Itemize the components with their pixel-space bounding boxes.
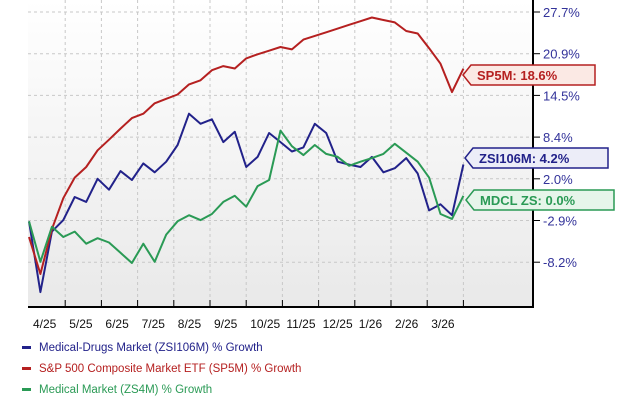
legend-label: Medical-Drugs Market (ZSI106M) % Growth: [39, 342, 263, 354]
legend-label: S&P 500 Composite Market ETF (SP5M) % Gr…: [39, 363, 302, 375]
y-tick-label: 20.9%: [543, 47, 580, 62]
x-tick-label: 8/25: [178, 317, 202, 331]
end-value-label: MDCL ZS: 0.0%: [480, 193, 576, 208]
series-line-0: [28, 112, 465, 294]
x-tick-label: 3/26: [431, 317, 455, 331]
end-value-callout: [465, 189, 615, 211]
legend-item-zs4m: Medical Market (ZS4M) % Growth: [22, 380, 301, 401]
legend-swatch: [22, 388, 31, 392]
end-value-label: SP5M: 18.6%: [477, 68, 558, 83]
plot-background: [28, 0, 533, 307]
y-tick-label: 2.0%: [543, 172, 573, 187]
legend-swatch: [22, 367, 31, 371]
growth-chart: 27.7% 20.9% 14.5% 8.4% 2.0% -2.9% -8.2% 4/25 5/…: [28, 0, 615, 331]
series-line-1: [28, 16, 465, 275]
x-tick-label: 9/25: [214, 317, 238, 331]
x-tick-label: 12/25: [323, 317, 353, 331]
end-value-callout: [464, 147, 609, 169]
x-tick-label: 6/25: [105, 317, 129, 331]
legend-item-sp5m: S&P 500 Composite Market ETF (SP5M) % Gr…: [22, 359, 301, 380]
x-tick-label: 7/25: [142, 317, 166, 331]
legend-swatch: [22, 346, 31, 350]
x-tick-label: 10/25: [250, 317, 280, 331]
y-tick-label: 27.7%: [543, 5, 580, 20]
legend-item-zsi106m: Medical-Drugs Market (ZSI106M) % Growth: [22, 338, 301, 359]
x-tick-label: 4/25: [33, 317, 57, 331]
x-tick-label: 1/26: [359, 317, 383, 331]
y-tick-label: -2.9%: [543, 214, 577, 229]
legend-label: Medical Market (ZS4M) % Growth: [39, 384, 213, 396]
x-tick-label: 11/25: [286, 317, 315, 331]
x-tick-label: 5/25: [69, 317, 93, 331]
y-tick-label: -8.2%: [543, 255, 577, 270]
y-tick-label: 8.4%: [543, 130, 573, 145]
legend: Medical-Drugs Market (ZSI106M) % Growth …: [22, 338, 301, 401]
end-value-label: ZSI106M: 4.2%: [479, 151, 570, 166]
x-tick-label: 2/26: [395, 317, 419, 331]
y-tick-label: 14.5%: [543, 88, 580, 103]
series-line-2: [28, 129, 465, 264]
end-value-callout: [462, 64, 596, 86]
